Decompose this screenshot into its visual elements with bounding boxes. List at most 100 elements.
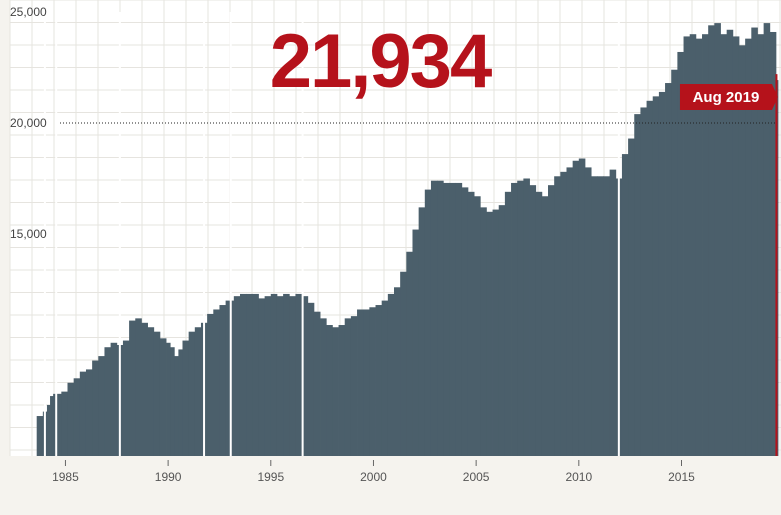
data-bar bbox=[178, 349, 183, 456]
data-bar bbox=[92, 360, 99, 456]
data-bar bbox=[480, 207, 487, 456]
data-bar bbox=[258, 298, 266, 456]
data-bar bbox=[646, 100, 654, 457]
data-bar bbox=[665, 83, 672, 456]
data-bar bbox=[541, 196, 549, 456]
data-bar bbox=[188, 331, 196, 456]
data-bar bbox=[153, 331, 161, 456]
x-tick-label: 2000 bbox=[360, 470, 387, 484]
data-bar bbox=[174, 356, 179, 456]
data-bar bbox=[609, 169, 617, 456]
data-bar bbox=[628, 138, 635, 457]
data-bar bbox=[597, 176, 604, 456]
data-bar bbox=[640, 107, 647, 457]
data-bar bbox=[689, 34, 697, 456]
data-bar bbox=[79, 371, 87, 456]
data-bar bbox=[53, 393, 62, 456]
data-bar bbox=[695, 38, 703, 456]
data-bar bbox=[443, 182, 450, 456]
x-tick-label: 2010 bbox=[565, 470, 592, 484]
data-bar bbox=[110, 342, 118, 456]
data-bar bbox=[769, 31, 777, 456]
data-bar bbox=[363, 309, 370, 456]
data-bar bbox=[313, 311, 321, 456]
x-axis-ticks: 1985 1990 1995 2000 2005 2010 2015 bbox=[52, 460, 695, 484]
data-bar bbox=[548, 185, 555, 456]
data-bar bbox=[381, 300, 389, 456]
data-bar bbox=[652, 96, 660, 457]
data-bar bbox=[182, 340, 190, 456]
data-bar bbox=[307, 302, 315, 456]
data-bar bbox=[375, 305, 383, 456]
data-bar bbox=[166, 342, 171, 456]
data-bar bbox=[584, 167, 592, 456]
data-bar bbox=[369, 307, 376, 456]
data-bar bbox=[219, 305, 227, 456]
data-bar bbox=[572, 160, 580, 457]
data-bar bbox=[437, 180, 444, 456]
data-bar bbox=[732, 36, 740, 457]
y-tick-label: 20,000 bbox=[10, 116, 47, 130]
data-bar bbox=[141, 322, 148, 456]
data-bar bbox=[147, 327, 155, 456]
x-tick-label: 1995 bbox=[257, 470, 284, 484]
data-bar bbox=[122, 340, 130, 456]
data-bar bbox=[763, 23, 771, 456]
data-bar bbox=[36, 416, 44, 456]
data-bar bbox=[455, 182, 463, 456]
data-bar bbox=[677, 51, 684, 457]
data-bar bbox=[621, 154, 629, 456]
data-bar bbox=[498, 205, 506, 456]
data-bar bbox=[338, 325, 346, 456]
data-bar bbox=[46, 404, 51, 456]
data-bar bbox=[449, 182, 457, 456]
data-bar bbox=[350, 316, 358, 456]
data-bar bbox=[276, 296, 284, 456]
data-bar bbox=[85, 369, 93, 456]
data-bar bbox=[720, 34, 728, 456]
data-bar bbox=[702, 34, 709, 456]
data-bar bbox=[387, 293, 395, 456]
data-bar bbox=[492, 209, 500, 456]
data-bar bbox=[67, 382, 75, 456]
data-bar bbox=[430, 180, 438, 456]
data-bar bbox=[424, 189, 432, 456]
data-bar bbox=[461, 187, 469, 456]
data-bar bbox=[394, 287, 401, 456]
data-bar bbox=[326, 325, 333, 456]
data-bar bbox=[213, 309, 220, 456]
data-bar bbox=[295, 293, 302, 456]
callout-label: Aug 2019 bbox=[693, 89, 760, 106]
data-bar bbox=[566, 167, 574, 456]
data-bar bbox=[474, 196, 481, 456]
data-bar bbox=[194, 327, 202, 456]
data-bar bbox=[73, 378, 81, 456]
data-bar bbox=[671, 69, 678, 456]
data-bar bbox=[252, 293, 259, 456]
data-bar bbox=[683, 36, 691, 457]
data-bar bbox=[560, 171, 567, 456]
data-bar bbox=[406, 251, 413, 456]
data-bar bbox=[239, 293, 247, 456]
x-tick-label: 1990 bbox=[155, 470, 182, 484]
data-bar bbox=[170, 347, 175, 456]
data-bar bbox=[332, 327, 339, 456]
data-bar bbox=[504, 191, 512, 456]
data-bar bbox=[135, 318, 142, 456]
headline-value: 21,934 bbox=[270, 19, 492, 104]
data-bar bbox=[554, 176, 561, 456]
data-bar bbox=[708, 25, 715, 456]
data-bar bbox=[289, 296, 296, 456]
data-bar bbox=[344, 318, 352, 456]
data-bar bbox=[467, 191, 475, 456]
data-bar bbox=[283, 293, 290, 456]
data-bar bbox=[745, 38, 752, 456]
data-bar bbox=[486, 211, 493, 456]
data-bar bbox=[129, 320, 136, 456]
x-tick-label: 2015 bbox=[668, 470, 695, 484]
data-bar bbox=[591, 176, 598, 456]
data-bar bbox=[207, 313, 214, 456]
data-bar bbox=[578, 158, 586, 456]
data-bar bbox=[517, 180, 524, 456]
data-bar bbox=[511, 182, 518, 456]
